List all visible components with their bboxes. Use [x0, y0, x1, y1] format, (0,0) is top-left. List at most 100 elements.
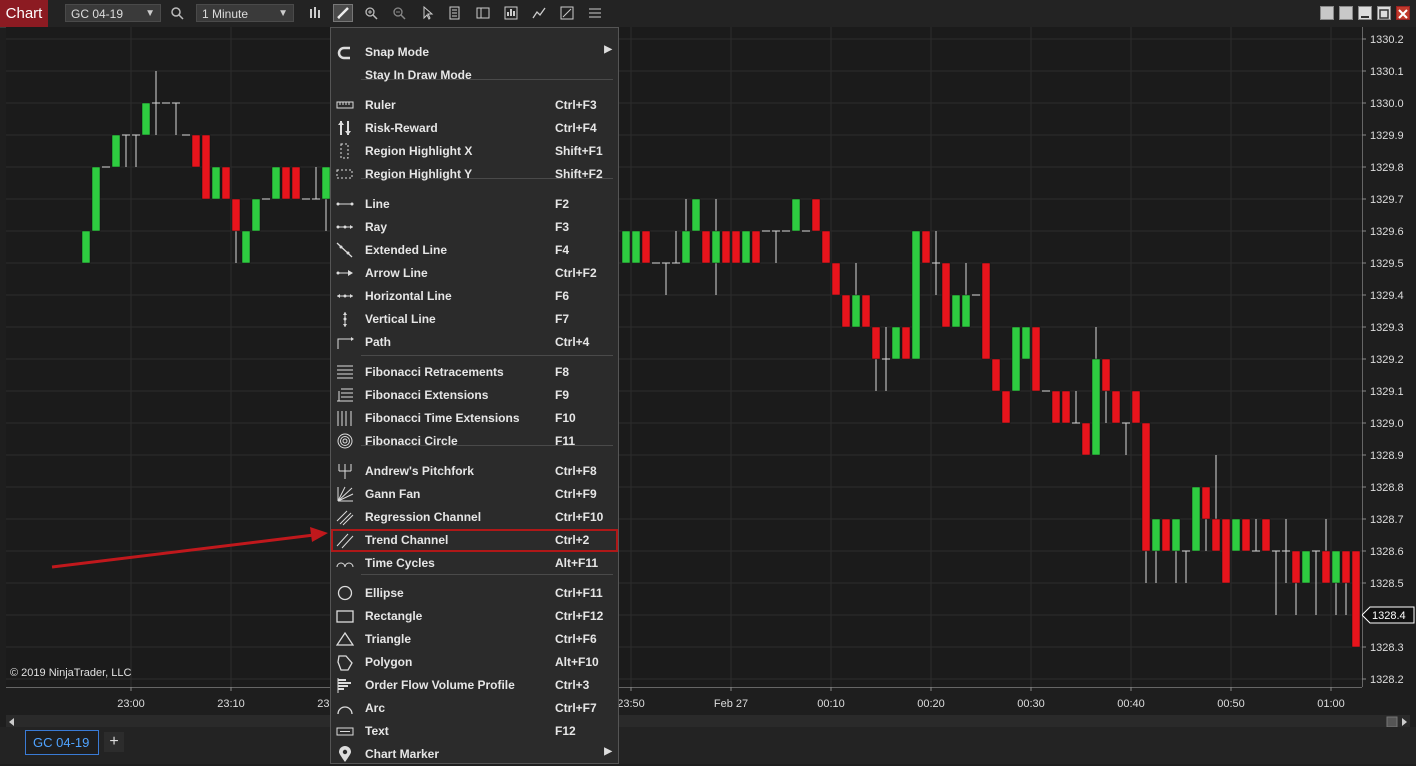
close-button[interactable]	[1396, 6, 1410, 20]
price-axis[interactable]: 1330.2 1330.1 1330.0 1329.9 1329.8 1329.7 1329…	[1362, 27, 1416, 687]
candle-body	[911, 230, 921, 360]
candle-body	[981, 262, 991, 360]
menu-item-shortcut: Ctrl+F12	[555, 609, 604, 623]
fib-retracement-icon	[335, 364, 355, 381]
candle-body	[641, 230, 651, 264]
tab-gc-04-19[interactable]: GC 04-19	[25, 730, 99, 755]
drawing-tool-icon[interactable]	[333, 4, 353, 22]
time-tick-label: 00:40	[1117, 698, 1145, 710]
menu-item-arrow-line[interactable]: Arrow Line Ctrl+F2	[331, 262, 618, 285]
menu-item-label: Fibonacci Extensions	[365, 388, 489, 402]
add-tab-button[interactable]: +	[104, 732, 124, 752]
menu-item-label: Risk-Reward	[365, 121, 438, 135]
price-chart-panel[interactable]: © 2019 NinjaTrader, LLC	[6, 27, 1391, 687]
candle-body	[1171, 518, 1181, 552]
menu-item-regression-channel[interactable]: Regression Channel Ctrl+F10	[331, 506, 618, 529]
menu-item-triangle[interactable]: Triangle Ctrl+F6	[331, 628, 618, 651]
menu-item-label: Fibonacci Retracements	[365, 365, 504, 379]
menu-item-time-cycles[interactable]: Time Cycles Alt+F11	[331, 552, 618, 575]
indicators-icon[interactable]	[502, 5, 520, 21]
time-tick-label: 00:50	[1217, 698, 1245, 710]
search-icon[interactable]	[168, 5, 186, 21]
menu-item-extended-line[interactable]: Extended Line F4	[331, 239, 618, 262]
strategies-icon[interactable]	[530, 5, 548, 21]
pointer-icon[interactable]	[418, 5, 436, 21]
candle-body	[251, 198, 261, 232]
properties-icon[interactable]	[558, 5, 576, 21]
chart-window-badge: Chart	[0, 0, 48, 27]
candle-body	[141, 102, 151, 136]
menu-item-fibonacci-time-extensions[interactable]: Fibonacci Time Extensions F10	[331, 407, 618, 430]
price-tick-label: 1328.5	[1370, 578, 1404, 590]
maximize-button[interactable]	[1377, 6, 1391, 20]
menu-item-fibonacci-retracements[interactable]: Fibonacci Retracements F8	[331, 361, 618, 384]
menu-item-arc[interactable]: Arc Ctrl+F7	[331, 697, 618, 720]
instrument-selector[interactable]: GC 04-19 ▼	[65, 4, 161, 22]
candle-body	[1321, 550, 1331, 584]
candle-body	[831, 262, 841, 296]
zoom-in-icon[interactable]	[362, 5, 380, 21]
data-box-icon[interactable]	[446, 5, 464, 21]
menu-item-gann-fan[interactable]: Gann Fan Ctrl+F9	[331, 483, 618, 506]
templates-icon[interactable]	[586, 5, 604, 21]
menu-item-trend-channel[interactable]: Trend Channel Ctrl+2	[331, 529, 618, 552]
interval-selector[interactable]: 1 Minute ▼	[196, 4, 294, 22]
candle-body	[871, 326, 881, 360]
menu-item-path[interactable]: Path Ctrl+4	[331, 331, 618, 354]
menu-item-label: Region Highlight Y	[365, 167, 473, 181]
menu-item-ruler[interactable]: Ruler Ctrl+F3	[331, 94, 618, 117]
menu-item-region-highlight-x[interactable]: Region Highlight X Shift+F1	[331, 140, 618, 163]
menu-item-region-highlight-y[interactable]: Region Highlight Y Shift+F2	[331, 163, 618, 186]
line-icon	[335, 196, 355, 213]
candle-body	[1301, 550, 1311, 584]
menu-item-rectangle[interactable]: Rectangle Ctrl+F12	[331, 605, 618, 628]
menu-item-chart-marker[interactable]: Chart Marker ▶	[331, 743, 618, 766]
chart-trader-icon[interactable]	[474, 5, 492, 21]
menu-item-fibonacci-extensions[interactable]: Fibonacci Extensions F9	[331, 384, 618, 407]
candle-body	[1351, 550, 1361, 648]
candle-body	[211, 166, 221, 200]
candle-body	[1231, 518, 1241, 552]
menu-item-snap-mode[interactable]: Snap Mode ▶	[331, 41, 618, 64]
price-tick-label: 1330.0	[1370, 98, 1404, 110]
menu-item-vertical-line[interactable]: Vertical Line F7	[331, 308, 618, 331]
zoom-out-icon[interactable]	[390, 5, 408, 21]
current-price-label: 1328.4	[1372, 610, 1406, 622]
candlestick-chart[interactable]	[6, 27, 1391, 687]
time-tick-label: 01:00	[1317, 698, 1345, 710]
menu-item-risk-reward[interactable]: Risk-Reward Ctrl+F4	[331, 117, 618, 140]
menu-item-horizontal-line[interactable]: Horizontal Line F6	[331, 285, 618, 308]
current-price-marker	[1362, 606, 1415, 624]
menu-item-text[interactable]: Text F12	[331, 720, 618, 743]
menu-item-order-flow-volume-profile[interactable]: Order Flow Volume Profile Ctrl+3	[331, 674, 618, 697]
menu-item-line[interactable]: Line F2	[331, 193, 618, 216]
text-icon	[335, 723, 355, 740]
candle-body	[1201, 486, 1211, 520]
extended-line-icon	[335, 242, 355, 259]
menu-item-shortcut: F7	[555, 312, 570, 326]
menu-item-label: Andrew's Pitchfork	[365, 464, 474, 478]
candle-body	[751, 230, 761, 264]
chevron-down-icon: ▼	[145, 8, 155, 19]
time-tick-label: 23:00	[117, 698, 145, 710]
menu-item-stay-in-draw-mode[interactable]: Stay In Draw Mode	[331, 64, 618, 87]
bar-style-icon[interactable]	[306, 5, 324, 21]
candle-body	[201, 134, 211, 200]
chart-toolbar: Chart GC 04-19 ▼ 1 Minute ▼	[0, 0, 1416, 28]
candle-body	[1331, 550, 1341, 584]
minimize-button[interactable]	[1358, 6, 1372, 20]
menu-item-shortcut: Ctrl+F4	[555, 121, 597, 135]
chart-scrollbar[interactable]	[6, 715, 1410, 728]
candle-body	[811, 198, 821, 232]
window-group-button[interactable]	[1339, 6, 1353, 20]
menu-item-polygon[interactable]: Polygon Alt+F10	[331, 651, 618, 674]
menu-item-shortcut: F2	[555, 197, 570, 211]
window-tile-button[interactable]	[1320, 6, 1334, 20]
menu-item-ray[interactable]: Ray F3	[331, 216, 618, 239]
candle-body	[1081, 422, 1091, 456]
menu-item-ellipse[interactable]: Ellipse Ctrl+F11	[331, 582, 618, 605]
price-tick-label: 1328.9	[1370, 450, 1404, 462]
menu-item-andrew-s-pitchfork[interactable]: Andrew's Pitchfork Ctrl+F8	[331, 460, 618, 483]
menu-item-fibonacci-circle[interactable]: Fibonacci Circle F11	[331, 430, 618, 453]
